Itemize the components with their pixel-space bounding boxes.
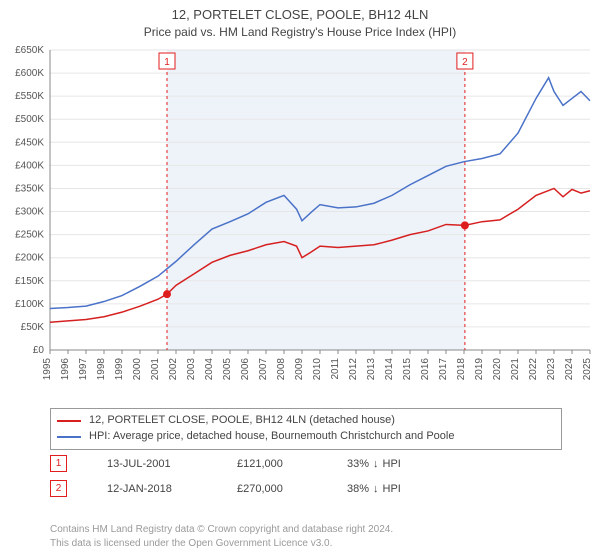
svg-text:£250K: £250K — [15, 230, 44, 241]
svg-text:£300K: £300K — [15, 207, 44, 218]
svg-text:£500K: £500K — [15, 114, 44, 125]
svg-text:1995: 1995 — [42, 358, 53, 381]
svg-text:2012: 2012 — [348, 358, 359, 381]
svg-text:2007: 2007 — [258, 358, 269, 381]
svg-text:2023: 2023 — [546, 358, 557, 381]
svg-text:1998: 1998 — [96, 358, 107, 381]
title-line-1: 12, PORTELET CLOSE, POOLE, BH12 4LN — [0, 6, 600, 24]
event-date: 13-JUL-2001 — [107, 458, 197, 470]
event-marker: 1 — [50, 455, 67, 472]
svg-text:£0: £0 — [33, 345, 45, 356]
svg-text:2006: 2006 — [240, 358, 251, 381]
title-line-2: Price paid vs. HM Land Registry's House … — [0, 24, 600, 40]
chart-container: 12, PORTELET CLOSE, POOLE, BH12 4LN Pric… — [0, 0, 600, 560]
svg-text:2025: 2025 — [582, 358, 593, 381]
event-diff-vs: HPI — [383, 483, 401, 495]
svg-text:2015: 2015 — [402, 358, 413, 381]
svg-text:£650K: £650K — [15, 45, 44, 56]
footer-line-1: Contains HM Land Registry data © Crown c… — [50, 523, 393, 537]
svg-text:£400K: £400K — [15, 160, 44, 171]
arrow-down-icon: ↓ — [373, 483, 379, 495]
svg-text:1: 1 — [164, 57, 170, 68]
legend-swatch — [57, 436, 81, 438]
svg-text:£550K: £550K — [15, 91, 44, 102]
chart-area: £0 £50K £100K £150K £200K £250K £300K £350K £400… — [0, 40, 600, 400]
legend-label: 12, PORTELET CLOSE, POOLE, BH12 4LN (det… — [89, 413, 395, 429]
svg-text:2013: 2013 — [366, 358, 377, 381]
svg-text:2022: 2022 — [528, 358, 539, 381]
footer-line-2: This data is licensed under the Open Gov… — [50, 537, 393, 551]
line-chart-svg: £0 £50K £100K £150K £200K £250K £300K £350K £400… — [0, 40, 600, 400]
svg-text:1997: 1997 — [78, 358, 89, 381]
event-marker: 2 — [50, 480, 67, 497]
svg-text:2009: 2009 — [294, 358, 305, 381]
event-price: £121,000 — [237, 458, 307, 470]
svg-text:2: 2 — [462, 57, 468, 68]
event-diff: 38% ↓ HPI — [347, 483, 427, 495]
legend-swatch — [57, 420, 81, 422]
svg-text:2014: 2014 — [384, 358, 395, 381]
arrow-down-icon: ↓ — [373, 458, 379, 470]
svg-text:2018: 2018 — [456, 358, 467, 381]
svg-text:2004: 2004 — [204, 358, 215, 381]
event-diff-pct: 38% — [347, 483, 369, 495]
footer-attribution: Contains HM Land Registry data © Crown c… — [50, 523, 393, 550]
legend-item: 12, PORTELET CLOSE, POOLE, BH12 4LN (det… — [57, 413, 555, 429]
svg-text:2008: 2008 — [276, 358, 287, 381]
svg-text:2003: 2003 — [186, 358, 197, 381]
svg-text:2005: 2005 — [222, 358, 233, 381]
event-diff: 33% ↓ HPI — [347, 458, 427, 470]
svg-text:2011: 2011 — [330, 358, 341, 380]
svg-text:£100K: £100K — [15, 299, 44, 310]
svg-text:2021: 2021 — [510, 358, 521, 381]
event-diff-pct: 33% — [347, 458, 369, 470]
event-price: £270,000 — [237, 483, 307, 495]
svg-text:2001: 2001 — [150, 358, 161, 381]
svg-text:2002: 2002 — [168, 358, 179, 381]
svg-text:2000: 2000 — [132, 358, 143, 381]
svg-text:£50K: £50K — [21, 322, 45, 333]
title-block: 12, PORTELET CLOSE, POOLE, BH12 4LN Pric… — [0, 0, 600, 40]
event-date: 12-JAN-2018 — [107, 483, 197, 495]
svg-text:2024: 2024 — [564, 358, 575, 381]
legend-item: HPI: Average price, detached house, Bour… — [57, 429, 555, 445]
svg-text:2020: 2020 — [492, 358, 503, 381]
svg-text:2019: 2019 — [474, 358, 485, 381]
svg-text:£200K: £200K — [15, 253, 44, 264]
event-row: 2 12-JAN-2018 £270,000 38% ↓ HPI — [50, 480, 427, 497]
svg-text:1999: 1999 — [114, 358, 125, 381]
svg-text:2017: 2017 — [438, 358, 449, 381]
svg-text:£600K: £600K — [15, 68, 44, 79]
event-row: 1 13-JUL-2001 £121,000 33% ↓ HPI — [50, 455, 427, 472]
svg-text:2010: 2010 — [312, 358, 323, 381]
event-table: 1 13-JUL-2001 £121,000 33% ↓ HPI 2 12-JAN-2018 £… — [50, 455, 427, 505]
event-diff-vs: HPI — [383, 458, 401, 470]
svg-text:£150K: £150K — [15, 276, 44, 287]
svg-text:£450K: £450K — [15, 137, 44, 148]
legend-label: HPI: Average price, detached house, Bour… — [89, 429, 454, 445]
legend: 12, PORTELET CLOSE, POOLE, BH12 4LN (det… — [50, 408, 562, 450]
svg-text:2016: 2016 — [420, 358, 431, 381]
svg-text:1996: 1996 — [60, 358, 71, 381]
svg-text:£350K: £350K — [15, 183, 44, 194]
